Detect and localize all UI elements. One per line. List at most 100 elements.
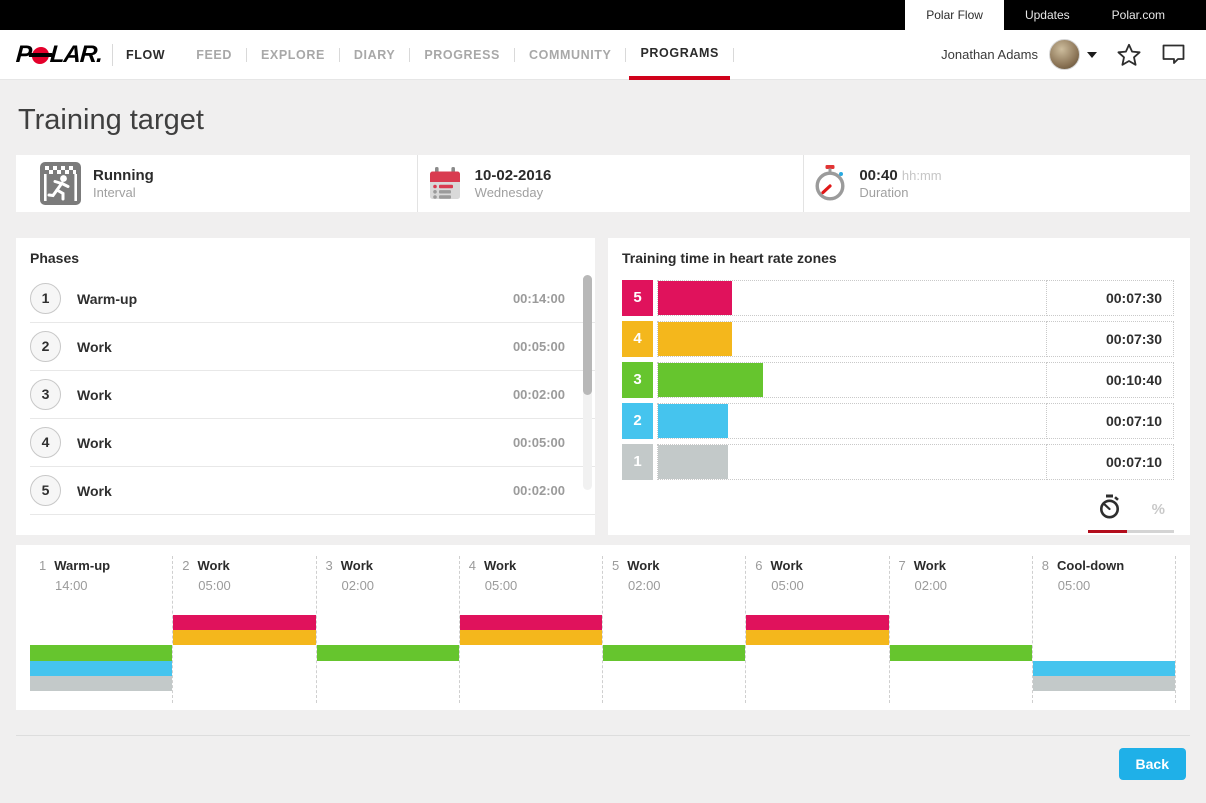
phase-number-badge: 4 bbox=[30, 427, 61, 458]
timeline-phase-time: 05:00 bbox=[198, 578, 315, 593]
brand-flow-label: FLOW bbox=[126, 48, 165, 62]
brand: PLAR. FLOW bbox=[16, 41, 165, 69]
timeline-zone-band bbox=[460, 615, 602, 630]
back-button[interactable]: Back bbox=[1119, 748, 1186, 780]
chevron-down-icon[interactable] bbox=[1087, 52, 1097, 58]
messages-chat-icon[interactable] bbox=[1161, 43, 1186, 66]
zone-time-value: 00:07:10 bbox=[1046, 403, 1174, 439]
zone-bar bbox=[658, 281, 732, 315]
phase-name: Warm-up bbox=[77, 291, 137, 307]
zone-time-value: 00:07:30 bbox=[1046, 321, 1174, 357]
phases-panel: Phases 1 Warm-up 00:14:00 2 Work 00:05:0… bbox=[16, 238, 595, 535]
percent-toggle[interactable]: % bbox=[1152, 501, 1165, 518]
topbar-tab[interactable]: Polar.com bbox=[1091, 0, 1186, 30]
nav-user-area: Jonathan Adams bbox=[941, 39, 1186, 70]
hr-zone-rows: 5 00:07:30 4 00:07:30 3 00:10:40 2 00:07… bbox=[622, 280, 1174, 485]
nav-item-community[interactable]: COMMUNITY bbox=[518, 30, 622, 80]
summary-date: 10-02-2016 Wednesday bbox=[417, 155, 804, 212]
zone-time-value: 00:10:40 bbox=[1046, 362, 1174, 398]
phase-number-badge: 3 bbox=[30, 379, 61, 410]
toggle-underline-active bbox=[1088, 530, 1127, 533]
nav-item-explore[interactable]: EXPLORE bbox=[250, 30, 336, 80]
time-toggle-stopwatch-icon[interactable] bbox=[1098, 494, 1121, 524]
timeline-phase-column: 6 Work 05:00 bbox=[746, 556, 889, 703]
top-bar: Polar FlowUpdatesPolar.com bbox=[0, 0, 1206, 30]
user-name[interactable]: Jonathan Adams bbox=[941, 47, 1038, 62]
nav-item-diary[interactable]: DIARY bbox=[343, 30, 406, 80]
phase-timeline: 1 Warm-up 14:00 2 Work 05:00 3 Work 02:0… bbox=[30, 556, 1176, 703]
zone-bar-track bbox=[657, 321, 1047, 357]
phase-number-badge: 1 bbox=[30, 283, 61, 314]
timeline-phase-column: 5 Work 02:00 bbox=[603, 556, 746, 703]
timeline-phase-name: Work bbox=[197, 558, 229, 573]
hr-zone-row: 1 00:07:10 bbox=[622, 444, 1174, 480]
zone-number-badge: 5 bbox=[622, 280, 653, 316]
phase-list-item: 3 Work 00:02:00 bbox=[30, 371, 595, 419]
polar-logo-dot-icon bbox=[31, 46, 49, 63]
timeline-phase-name: Work bbox=[770, 558, 802, 573]
sport-name: Running bbox=[93, 166, 154, 185]
phase-name: Work bbox=[77, 435, 112, 451]
scrollbar-thumb[interactable] bbox=[583, 275, 592, 395]
timeline-phase-number: 1 bbox=[39, 558, 46, 573]
timeline-phase-time: 05:00 bbox=[771, 578, 888, 593]
favorites-star-icon[interactable] bbox=[1116, 42, 1142, 68]
timeline-phase-column: 8 Cool-down 05:00 bbox=[1033, 556, 1176, 703]
avatar[interactable] bbox=[1049, 39, 1080, 70]
nav-separator bbox=[514, 48, 515, 62]
timeline-zone-band bbox=[1033, 661, 1175, 676]
topbar-tab[interactable]: Polar Flow bbox=[905, 0, 1004, 30]
phase-list-item: 4 Work 00:05:00 bbox=[30, 419, 595, 467]
hr-zone-row: 5 00:07:30 bbox=[622, 280, 1174, 316]
duration-unit: hh:mm bbox=[902, 168, 942, 183]
nav-separator bbox=[246, 48, 247, 62]
timeline-phase-name: Work bbox=[341, 558, 373, 573]
phase-duration: 00:02:00 bbox=[513, 483, 565, 498]
zone-bar-track bbox=[657, 362, 1047, 398]
timeline-zone-band bbox=[173, 630, 315, 645]
nav-item-progress[interactable]: PROGRESS bbox=[413, 30, 511, 80]
nav-separator bbox=[409, 48, 410, 62]
zone-number-badge: 2 bbox=[622, 403, 653, 439]
target-weekday: Wednesday bbox=[475, 185, 552, 201]
topbar-tab[interactable]: Updates bbox=[1004, 0, 1091, 30]
timeline-phase-column: 1 Warm-up 14:00 bbox=[30, 556, 173, 703]
timeline-phase-number: 8 bbox=[1042, 558, 1049, 573]
timeline-phase-number: 7 bbox=[899, 558, 906, 573]
zones-unit-toggle: % bbox=[1088, 494, 1174, 533]
nav-separator bbox=[625, 48, 626, 62]
phase-number-badge: 2 bbox=[30, 331, 61, 362]
nav-separator bbox=[733, 48, 734, 62]
duration-value: 00:40 hh:mm bbox=[859, 166, 941, 185]
hr-zones-panel: Training time in heart rate zones 5 00:0… bbox=[608, 238, 1190, 535]
page-title: Training target bbox=[18, 103, 1190, 137]
zone-time-value: 00:07:30 bbox=[1046, 280, 1174, 316]
running-icon bbox=[40, 162, 81, 205]
phase-duration: 00:14:00 bbox=[513, 291, 565, 306]
phase-list-item: 2 Work 00:05:00 bbox=[30, 323, 595, 371]
polar-logo[interactable]: PLAR. bbox=[15, 41, 103, 69]
sport-type: Interval bbox=[93, 185, 154, 201]
phase-timeline-card: 1 Warm-up 14:00 2 Work 05:00 3 Work 02:0… bbox=[16, 545, 1190, 710]
nav-item-programs[interactable]: PROGRAMS bbox=[629, 30, 729, 80]
timeline-zone-band bbox=[30, 661, 172, 676]
zone-bar bbox=[658, 445, 728, 479]
hr-zone-row: 3 00:10:40 bbox=[622, 362, 1174, 398]
toggle-underline bbox=[1088, 530, 1174, 533]
nav-item-feed[interactable]: FEED bbox=[185, 30, 243, 80]
zone-bar bbox=[658, 363, 763, 397]
logo-text-rest: LAR. bbox=[49, 41, 103, 69]
hr-zone-row: 2 00:07:10 bbox=[622, 403, 1174, 439]
phase-name: Work bbox=[77, 339, 112, 355]
hr-zone-row: 4 00:07:30 bbox=[622, 321, 1174, 357]
timeline-phase-name: Work bbox=[627, 558, 659, 573]
nav-menu: FEEDEXPLOREDIARYPROGRESSCOMMUNITYPROGRAM… bbox=[185, 30, 737, 80]
zone-number-badge: 3 bbox=[622, 362, 653, 398]
stopwatch-icon bbox=[813, 164, 847, 203]
zone-bar bbox=[658, 404, 728, 438]
timeline-phase-column: 7 Work 02:00 bbox=[890, 556, 1033, 703]
timeline-zone-band bbox=[317, 645, 459, 660]
summary-sport: Running Interval bbox=[16, 155, 417, 212]
timeline-zone-band bbox=[460, 630, 602, 645]
timeline-phase-number: 2 bbox=[182, 558, 189, 573]
